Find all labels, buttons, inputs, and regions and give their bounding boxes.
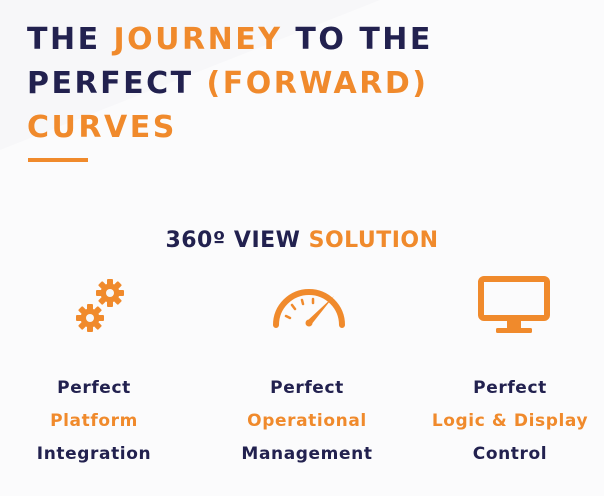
- feature-line-3: Management: [241, 444, 373, 464]
- feature-line-3: Integration: [36, 444, 152, 464]
- headline-underline: [28, 158, 88, 162]
- headline-line-3: CURVES: [27, 110, 177, 145]
- feature-line-1: Perfect: [473, 378, 547, 398]
- headline-line-2: PERFECT (FORWARD): [27, 66, 429, 101]
- speedometer-icon: [273, 289, 345, 328]
- feature-line-2: Operational: [247, 411, 367, 431]
- feature-operational-management: Perfect Operational Management: [227, 372, 387, 471]
- feature-platform-integration: Perfect Platform Integration: [14, 372, 174, 471]
- feature-line-1: Perfect: [57, 378, 131, 398]
- section-title: 360º VIEW SOLUTION: [165, 228, 439, 253]
- headline-line-1: THE JOURNEY TO THE: [27, 22, 433, 57]
- feature-logic-display-control: Perfect Logic & Display Control: [420, 372, 600, 471]
- feature-line-1: Perfect: [270, 378, 344, 398]
- feature-line-3: Control: [472, 444, 548, 464]
- feature-line-2: Platform: [50, 411, 138, 431]
- page-headline: THE JOURNEY TO THE PERFECT (FORWARD) CUR…: [27, 18, 433, 150]
- gears-icon: [76, 279, 124, 332]
- feature-line-2: Logic & Display: [431, 411, 589, 431]
- monitor-icon: [478, 276, 550, 333]
